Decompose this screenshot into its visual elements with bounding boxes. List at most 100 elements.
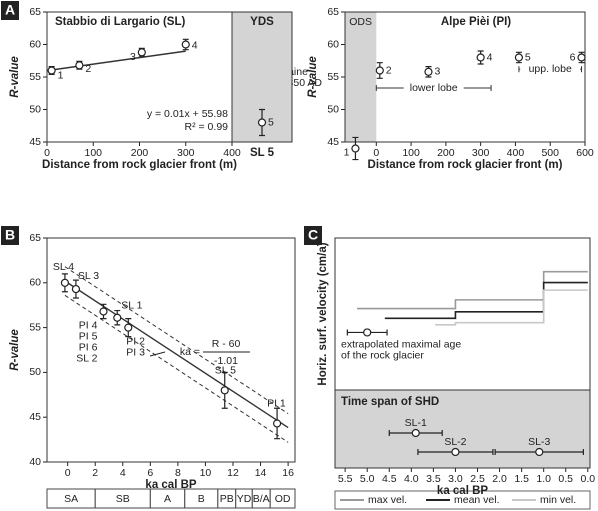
point [257,118,267,127]
x-tick-label: 2 [92,467,98,479]
y-tick-label: 45 [29,136,41,148]
y-axis-label: R-value [307,56,319,98]
point [363,328,372,337]
point [351,144,360,153]
shaded-area [335,390,590,468]
chart-title: Stabbio di Largario (SL) [55,16,186,28]
equation: R - 60 [212,338,241,350]
x-tick-label: 1.5 [514,473,529,485]
x-tick-label: 3.0 [448,473,463,485]
panel-badge [1,1,19,20]
point-label: PI 1 [267,397,286,409]
x-tick-label: 4.0 [404,473,419,485]
point [124,323,133,332]
x-axis-label: Distance from rock glacier front (m) [368,159,563,171]
y-tick-label: 45 [29,411,41,423]
y-tick-label: 45 [327,136,339,148]
point [47,66,56,75]
legend-box [334,490,591,510]
point [99,307,108,316]
y-tick-label: 55 [29,321,41,333]
x-tick-label: 0 [373,147,379,159]
region [345,12,377,142]
label-line: extrapolated maximal age [341,338,461,350]
point-label: SL 1 [121,300,142,312]
label-line: of the rock glacier [341,349,424,361]
x-tick-label: 200 [437,147,455,159]
point [181,40,190,49]
velocity-line [384,281,588,320]
x-tick-label: 0 [65,467,71,479]
plot-frame [231,11,293,143]
leader [149,351,166,357]
velocity-line [357,270,588,310]
x-tick-label: 4.5 [382,473,397,485]
x-tick-label: 1.0 [536,473,551,485]
y-tick-label: 50 [29,366,41,378]
point [424,67,433,76]
point-label: 1 [344,146,350,158]
period-label: OD [275,493,291,505]
y-axis-label: R-value [9,56,21,98]
x-tick-label: 100 [84,147,102,159]
period-label: YD [237,493,252,505]
point [375,66,384,75]
bracket-label-bg [520,63,581,76]
annotation: R² = 0.99 [185,121,229,133]
y-tick-label: 60 [29,277,41,289]
point [75,61,84,70]
point [451,447,460,457]
label-line: PI 4 [79,319,98,331]
point-label: 3 [130,51,136,63]
x-tick-label: 3.5 [426,473,441,485]
point [577,53,586,62]
point-label: SL-2 [444,436,466,448]
x-tick-label: 14 [255,467,267,479]
point [71,284,81,294]
label-line: SL 1 [121,300,142,312]
band-upper [64,266,289,415]
equation: -1.01 [214,355,238,367]
x-tick-label: 2.5 [470,473,485,485]
legend-label: max vel. [368,494,407,506]
point-label: SL 4 [53,261,74,273]
x-tick-label: 8 [175,467,181,479]
x-tick-label: 10 [200,467,212,479]
plot-frame [46,237,296,463]
point-label: SL 5 [215,364,236,376]
y-tick-label: 65 [29,6,41,18]
legend-label: min vel. [540,494,576,506]
point [113,313,122,322]
label-line: PI 1 [267,397,286,409]
point-label: extrapolated maximal age of the rock glac… [341,338,461,361]
panel-letter: C [308,227,318,243]
x-tick-label: 400 [507,147,525,159]
x-tick-label: 12 [227,467,239,479]
y-tick-label: 65 [29,232,41,244]
point-label: 6 [570,51,576,63]
point [476,53,485,62]
label-line: SL 2 [76,352,97,364]
panel-badge [304,226,322,245]
x-tick-label: 5.0 [360,473,375,485]
chart-title: YDS [250,16,274,28]
label-line: PI 2 [126,335,145,347]
band-lower [64,294,289,443]
point-label: 4 [487,51,493,63]
period-label: A [164,493,171,505]
plot-frame [334,237,591,391]
y-tick-label: 50 [29,103,41,115]
point-label: 2 [85,63,91,75]
panel-letter: A [5,2,15,18]
equation: ka = [180,346,200,358]
x-tick-label: 100 [402,147,420,159]
point-label: 2 [386,64,392,76]
plot-frame [334,389,591,469]
x-tick-label: 0.5 [558,473,573,485]
label-line: PI 3 [126,346,145,358]
label-line: SL 5 [215,364,236,376]
x-tick-label: 5.5 [338,473,353,485]
point-label: SL 3 [78,270,99,282]
y-axis-label: Horiz. surf. velocity (cm/a) [317,242,329,385]
point [220,386,229,395]
